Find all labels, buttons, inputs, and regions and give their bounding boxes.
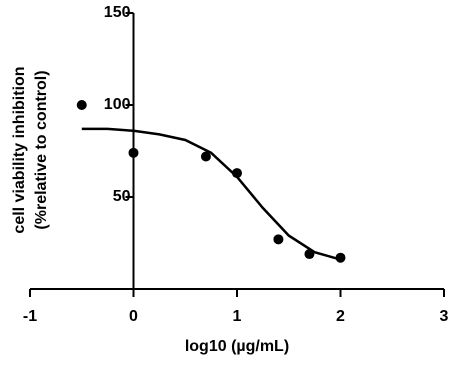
x-tick-label: 3 [440,308,449,325]
y-tick-label: 50 [113,188,131,205]
y-axis-label: (%relative to control) [33,70,50,229]
x-tick-label: 1 [233,308,242,325]
y-tick-label: 100 [104,96,131,113]
data-point [335,252,346,263]
x-tick-label: 0 [129,308,138,325]
y-tick-label: 150 [104,4,131,21]
data-point [76,100,87,110]
x-axis-label: log10 (µg/mL) [185,338,289,355]
fit-curve [81,127,341,261]
data-point [273,234,284,245]
x-tick-label: -1 [23,308,37,325]
y-axis-label: cell viability inhibition [11,66,28,233]
data-point [200,151,211,162]
x-tick-label: 2 [336,308,345,325]
data-point [128,147,139,158]
